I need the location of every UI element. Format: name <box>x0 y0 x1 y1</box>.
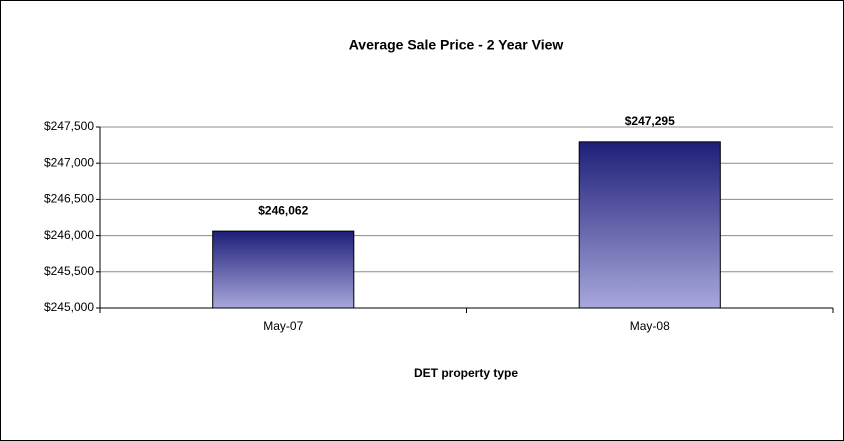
y-tick-label: $245,000 <box>44 300 94 314</box>
y-tick-label: $247,000 <box>44 155 94 169</box>
data-label: $247,295 <box>625 114 675 128</box>
bar <box>578 141 721 309</box>
y-tick-label: $247,500 <box>44 119 94 133</box>
y-tick-label: $245,500 <box>44 264 94 278</box>
data-label: $246,062 <box>258 203 308 217</box>
bar <box>212 230 355 309</box>
x-tick-label: May-07 <box>263 319 303 333</box>
y-tick-label: $246,000 <box>44 228 94 242</box>
x-axis-title: DET property type <box>414 366 518 380</box>
y-tick-label: $246,500 <box>44 192 94 206</box>
chart-title: Average Sale Price - 2 Year View <box>349 37 564 53</box>
x-tick-label: May-08 <box>630 319 670 333</box>
